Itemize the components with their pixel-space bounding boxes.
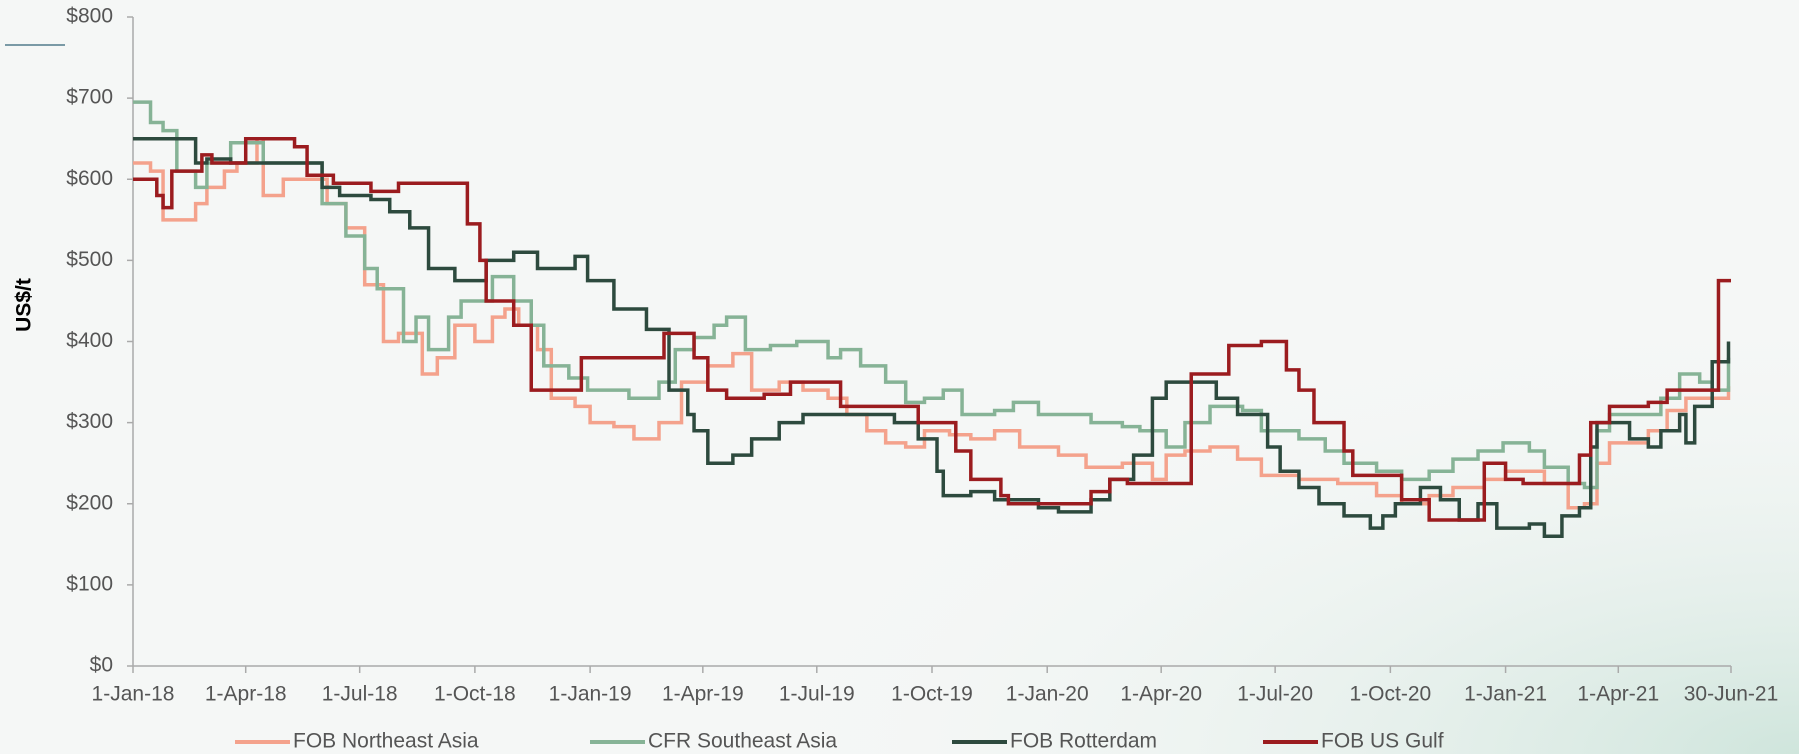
x-tick-label: 1-Jul-18 [322, 683, 398, 706]
x-tick-label: 1-Oct-18 [434, 683, 516, 706]
series-line [133, 136, 1731, 538]
x-tick-label: 1-Oct-19 [891, 683, 973, 706]
legend-label: CFR Southeast Asia [648, 730, 837, 753]
x-tick-label: 1-Jan-19 [549, 683, 632, 706]
y-tick-label: $800 [66, 5, 113, 28]
x-tick-label: 1-Jan-20 [1006, 683, 1089, 706]
y-axis-title: US$/t [13, 278, 36, 332]
series-line [133, 100, 1731, 490]
x-tick-label: 1-Apr-20 [1120, 683, 1202, 706]
x-tick-label: 1-Oct-20 [1350, 683, 1432, 706]
x-tick-label: 30-Jun-21 [1684, 683, 1779, 706]
y-tick-label: $100 [66, 572, 113, 595]
legend-label: FOB US Gulf [1321, 730, 1444, 753]
y-tick-label: $500 [66, 248, 113, 271]
y-tick-label: $700 [66, 86, 113, 109]
legend-label: FOB Rotterdam [1010, 730, 1157, 753]
x-tick-label: 1-Jan-18 [92, 683, 175, 706]
y-tick-label: $300 [66, 410, 113, 433]
y-tick-label: $200 [66, 491, 113, 514]
x-tick-label: 1-Apr-21 [1577, 683, 1659, 706]
legend-label: FOB Northeast Asia [293, 730, 479, 753]
x-tick-label: 1-Jul-20 [1237, 683, 1313, 706]
x-tick-label: 1-Apr-19 [662, 683, 744, 706]
y-tick-label: $0 [90, 654, 113, 677]
y-tick-label: $400 [66, 329, 113, 352]
series-line [133, 136, 1731, 522]
y-tick-label: $600 [66, 167, 113, 190]
x-tick-label: 1-Jan-21 [1464, 683, 1547, 706]
x-tick-label: 1-Apr-18 [205, 683, 287, 706]
x-tick-label: 1-Jul-19 [779, 683, 855, 706]
